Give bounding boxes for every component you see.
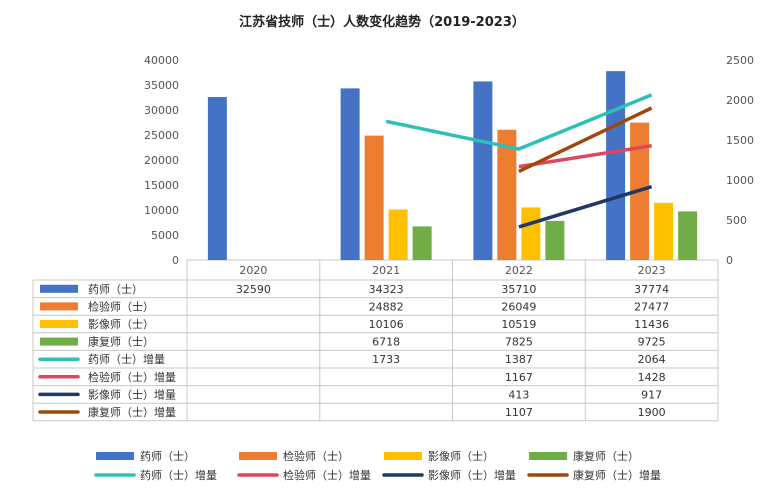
bar	[545, 220, 565, 260]
table-cell: 10106	[369, 318, 404, 331]
table-row-key	[40, 284, 78, 293]
bar	[412, 226, 432, 260]
x-category-label: 2023	[638, 264, 666, 277]
table-cell: 917	[641, 388, 662, 401]
series-line	[518, 144, 652, 169]
legend-label: 检验师（士）增量	[283, 468, 371, 482]
table-row-label: 药师（士）	[88, 283, 143, 296]
table-cell: 1428	[638, 371, 666, 384]
series-line	[518, 184, 653, 229]
legend-label: 药师（士）增量	[140, 468, 217, 482]
bar	[497, 129, 517, 260]
legend-swatch	[239, 452, 277, 460]
series-line	[518, 106, 653, 174]
table-cell: 1733	[372, 353, 400, 366]
y-left-tick-label: 15000	[144, 179, 179, 192]
table-cell: 1167	[505, 371, 533, 384]
bar	[606, 71, 626, 260]
table-cell: 7825	[505, 336, 533, 349]
bar	[678, 211, 698, 260]
table-cell: 9725	[638, 336, 666, 349]
table-row-label: 药师（士）增量	[88, 352, 165, 366]
y-right-tick-label: 0	[726, 254, 733, 267]
table-cell: 32590	[236, 283, 271, 296]
x-category-label: 2020	[239, 264, 267, 277]
bar	[473, 81, 493, 260]
y-right-tick-label: 2000	[726, 94, 754, 107]
x-category-label: 2021	[372, 264, 400, 277]
y-left-tick-label: 30000	[144, 104, 179, 117]
y-left-tick-label: 20000	[144, 154, 179, 167]
table-cell: 2064	[638, 353, 666, 366]
legend-label: 影像师（士）	[428, 450, 494, 463]
y-left-tick-label: 40000	[144, 54, 179, 67]
table-cell: 24882	[369, 300, 404, 313]
table-cell: 1107	[505, 406, 533, 419]
table-cell: 27477	[634, 300, 669, 313]
table-cell: 37774	[634, 283, 669, 296]
y-left-tick-label: 10000	[144, 204, 179, 217]
table-cell: 34323	[369, 283, 404, 296]
table-cell: 413	[508, 388, 529, 401]
x-category-label: 2022	[505, 264, 533, 277]
bar	[654, 202, 674, 260]
bar	[364, 135, 384, 260]
table-row-label: 康复师（士）增量	[88, 405, 176, 419]
bar	[207, 97, 227, 260]
table-row-key	[40, 337, 78, 346]
table-cell: 1900	[638, 406, 666, 419]
table-row-label: 影像师（士）增量	[88, 387, 176, 401]
y-right-tick-label: 1000	[726, 174, 754, 187]
table-cell: 1387	[505, 353, 533, 366]
y-right-tick-label: 500	[726, 214, 747, 227]
table-row-key	[40, 302, 78, 311]
legend-label: 检验师（士）	[283, 449, 349, 463]
y-left-tick-label: 25000	[144, 129, 179, 142]
table-cell: 11436	[634, 318, 669, 331]
y-right-tick-label: 2500	[726, 54, 754, 67]
legend-swatch	[384, 452, 422, 460]
legend-label: 康复师（士）	[573, 449, 639, 463]
y-left-tick-label: 35000	[144, 79, 179, 92]
legend-label: 影像师（士）增量	[428, 468, 516, 482]
table-row-label: 康复师（士）	[88, 335, 154, 349]
y-left-tick-label: 5000	[151, 229, 179, 242]
y-left-tick-label: 0	[172, 254, 179, 267]
table-cell: 10519	[501, 318, 536, 331]
legend-label: 药师（士）	[140, 450, 195, 463]
table-row-label: 检验师（士）	[88, 299, 154, 313]
bar	[521, 207, 541, 260]
series-line	[385, 93, 653, 151]
table-cell: 26049	[501, 300, 536, 313]
legend-swatch	[96, 452, 134, 460]
table-row-label: 检验师（士）增量	[88, 370, 176, 384]
bar	[340, 88, 360, 260]
table-cell: 6718	[372, 336, 400, 349]
table-cell: 35710	[501, 283, 536, 296]
legend-label: 康复师（士）增量	[573, 468, 661, 482]
y-right-tick-label: 1500	[726, 134, 754, 147]
table-row-label: 影像师（士）	[88, 318, 154, 331]
bar	[388, 209, 408, 260]
table-row-key	[40, 320, 78, 328]
chart-title: 江苏省技师（士）人数变化趋势（2019-2023）	[239, 14, 525, 30]
legend-swatch	[529, 452, 567, 460]
